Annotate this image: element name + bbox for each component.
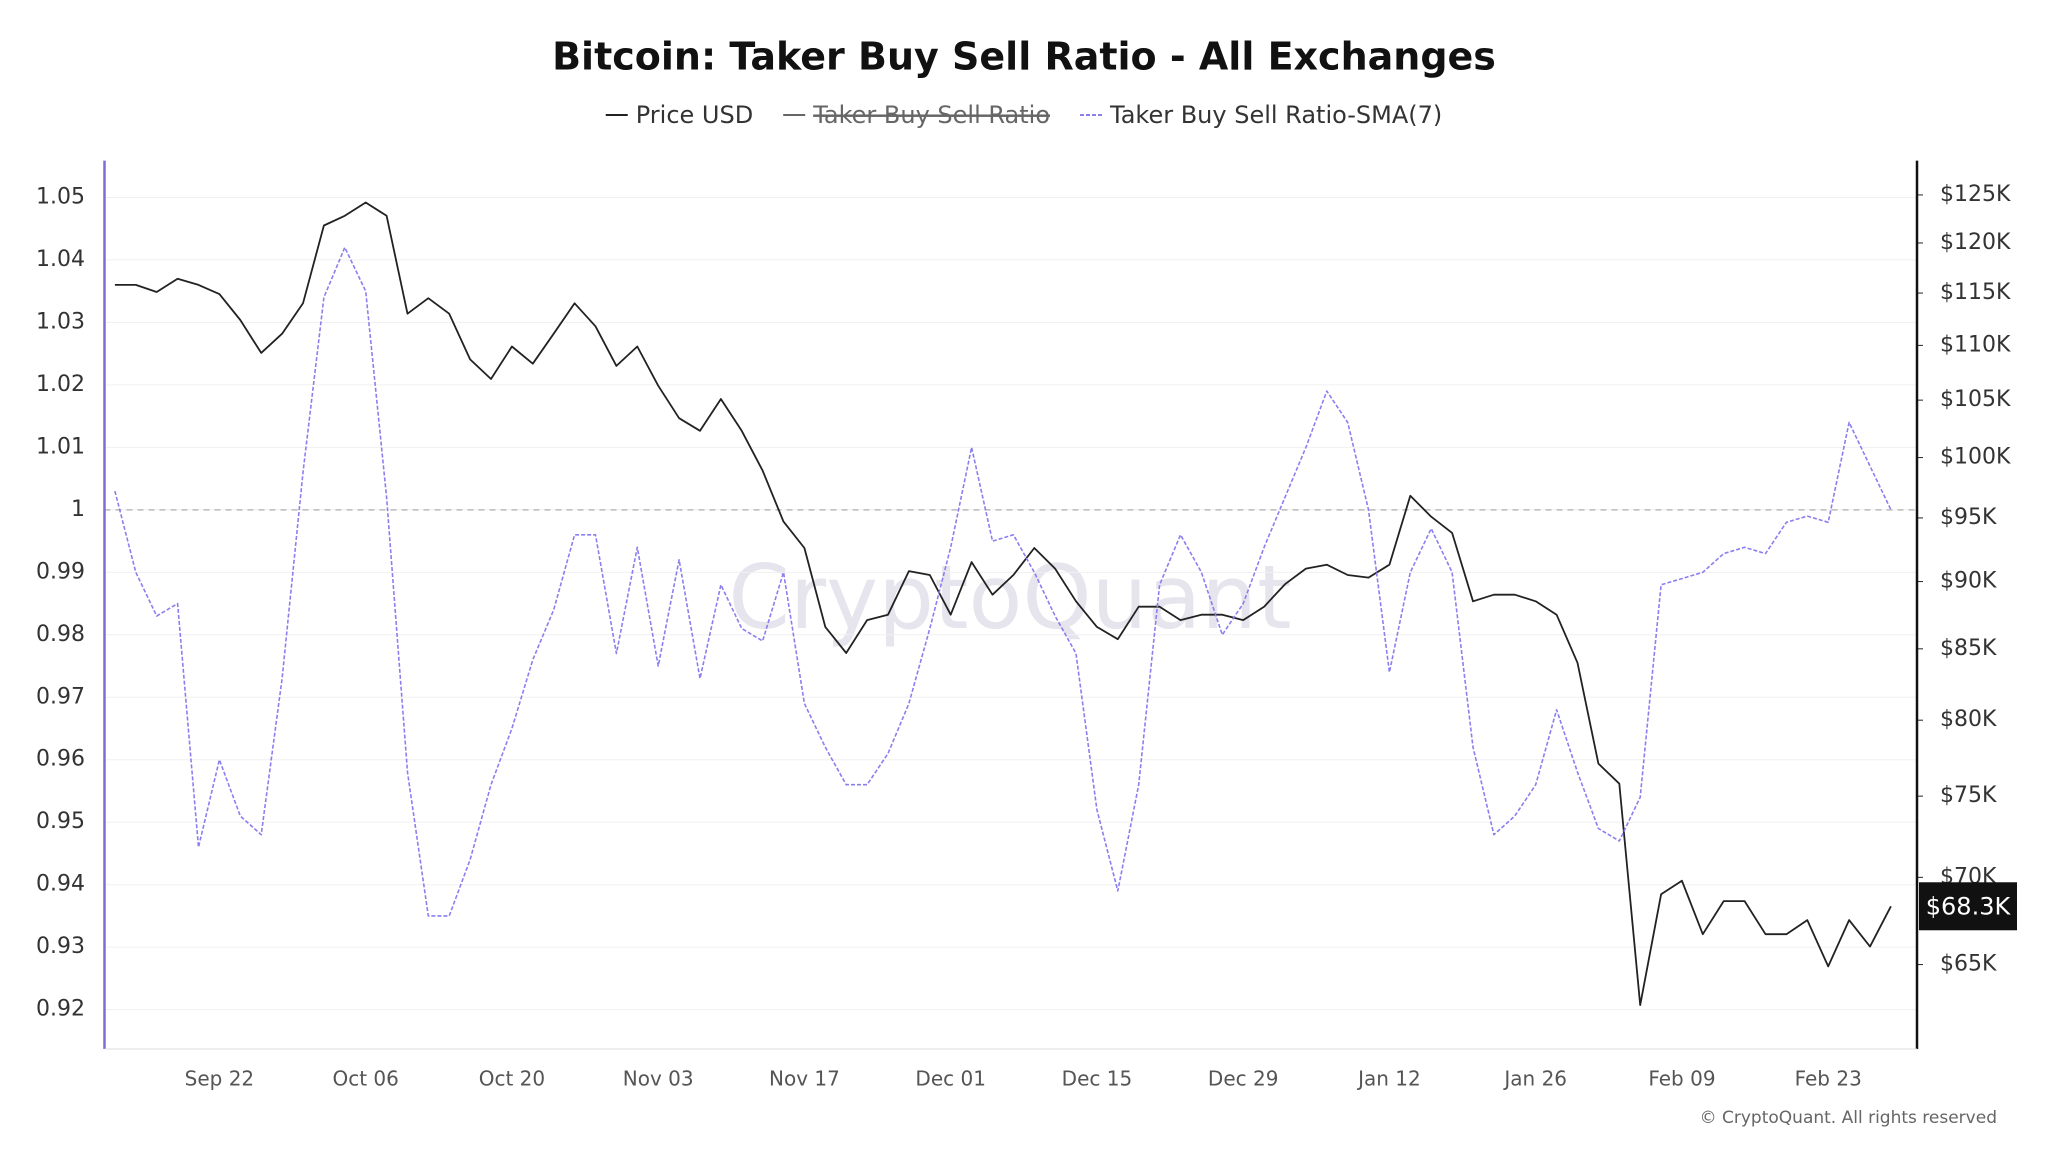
y2-tick-label: $110K [1940,332,2011,357]
y-tick-label: 1 [71,497,85,522]
y-tick-label: 1.02 [36,372,85,397]
y2-tick-label: $80K [1940,707,1997,732]
y2-tick-label: $115K [1940,280,2011,305]
y-tick-label: 0.93 [36,934,85,959]
legend-label: Taker Buy Sell Ratio-SMA(7) [1109,101,1442,129]
y-tick-label: 0.95 [36,809,85,834]
x-tick-label: Dec 15 [1062,1067,1133,1091]
legend: Price USD Taker Buy Sell Ratio Taker Buy S… [605,101,1442,129]
y2-tick-label: $95K [1940,505,1997,530]
x-tick-label: Oct 20 [479,1067,545,1091]
x-tick-label: Nov 17 [769,1067,840,1091]
y-tick-label: 0.99 [36,559,85,584]
chart-title: Bitcoin: Taker Buy Sell Ratio - All Exch… [552,35,1496,79]
value-label-box [1919,882,2017,931]
watermark: CryptoQuant [728,546,1291,649]
x-tick-label: Nov 03 [623,1067,694,1091]
y-tick-label: 0.94 [36,872,85,897]
series-line [114,201,1892,1006]
y-tick-label: 1.04 [36,247,85,272]
x-tick-label: Dec 29 [1208,1067,1279,1091]
y2-tick-label: $125K [1940,182,2011,207]
x-tick-label: Feb 09 [1648,1067,1715,1091]
x-tick-label: Feb 23 [1795,1067,1862,1091]
legend-label: Price USD [636,101,753,129]
value-label-text: $68.3K [1926,892,2012,920]
y-tick-label: 0.96 [36,747,85,772]
y-tick-label: 1.03 [36,309,85,334]
y-tick-label: 0.98 [36,622,85,647]
x-tick-label: Sep 22 [185,1067,255,1091]
y-tick-label: 1.01 [36,434,85,459]
y2-tick-label: $105K [1940,387,2011,412]
x-tick-label: Dec 01 [915,1067,986,1091]
y-tick-label: 0.92 [36,997,85,1022]
y2-tick-label: $90K [1940,569,1997,594]
x-tick-label: Jan 26 [1502,1067,1567,1091]
legend-label: Taker Buy Sell Ratio [812,101,1050,129]
credit: © CryptoQuant. All rights reserved [1700,1108,1997,1128]
y2-tick-label: $85K [1940,636,1997,661]
y-tick-label: 1.05 [36,184,85,209]
y2-tick-label: $65K [1940,952,1997,977]
y-tick-label: 0.97 [36,684,85,709]
y2-tick-label: $120K [1940,230,2011,255]
value-label: $68.3K [1919,882,2017,931]
series-line [114,246,1892,917]
legend-item: Taker Buy Sell Ratio [783,101,1051,129]
x-tick-label: Oct 06 [332,1067,398,1091]
y2-tick-label: $75K [1940,783,1997,808]
y2-tick-label: $100K [1940,445,2011,470]
x-tick-label: Jan 12 [1356,1067,1421,1091]
legend-item: Price USD [605,101,753,129]
legend-item: Taker Buy Sell Ratio-SMA(7) [1080,101,1442,129]
